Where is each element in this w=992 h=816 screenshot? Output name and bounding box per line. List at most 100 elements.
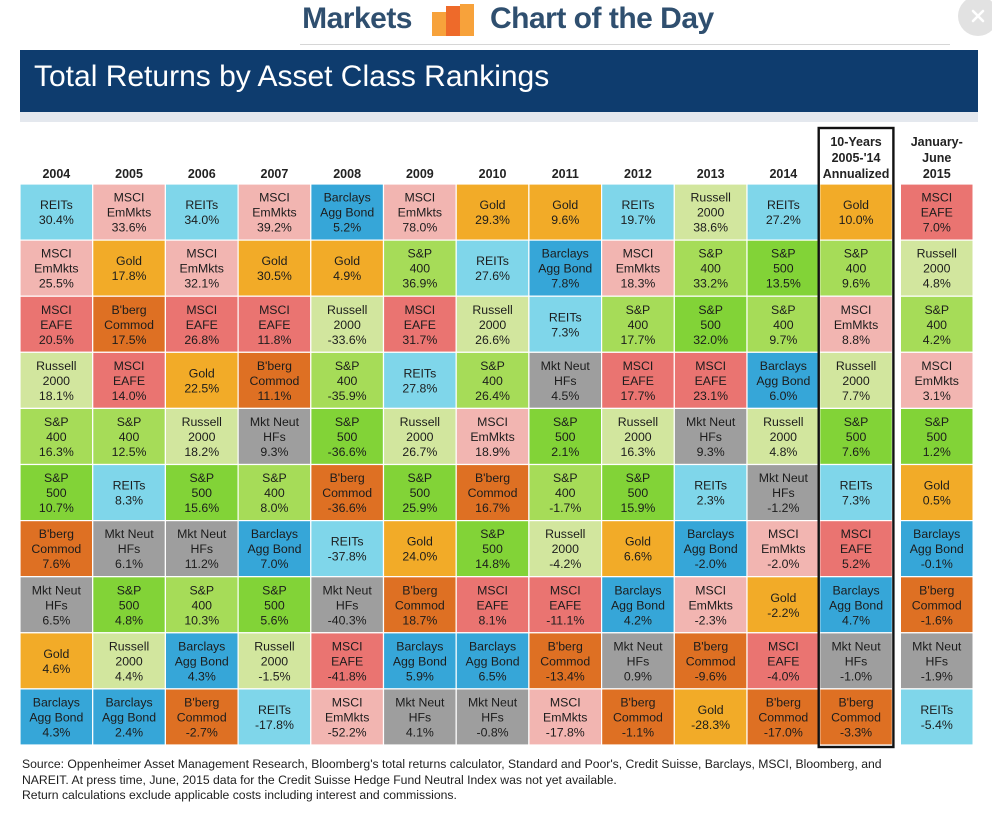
cell-value: 27.6%: [475, 269, 510, 283]
cell-asset-label: HFs: [409, 710, 432, 724]
cell-asset-label: Barclays: [614, 583, 661, 597]
cell-bg-mkt-neut-hfs: [237, 407, 312, 466]
cell-asset-label: B'berg: [111, 303, 146, 317]
cell-asset-label: Gold: [924, 479, 950, 493]
cell-bg-russell-2000: [92, 632, 166, 690]
cell-bg-sp-400: [382, 239, 457, 297]
cell-asset-label: Agg Bond: [538, 262, 592, 276]
cell-value: -1.6%: [921, 613, 953, 627]
cell-bg-russell-2000: [382, 407, 457, 466]
cell-asset-label: Barclays: [178, 639, 225, 653]
cell-asset-label: 500: [46, 486, 67, 500]
cell-value: 11.1%: [257, 389, 291, 403]
cell-bg-reits: [899, 688, 974, 746]
cell-bg-sp-400: [528, 463, 603, 522]
cell-asset-label: Russell: [836, 359, 876, 373]
cell-asset-label: Mkt Neut: [104, 527, 154, 541]
cell-value: 29.3%: [475, 213, 510, 227]
cell-asset-label: HFs: [554, 374, 577, 388]
cell-asset-label: MSCI: [259, 303, 290, 317]
cell-asset-label: MSCI: [41, 303, 72, 317]
cell-asset-label: 2000: [479, 318, 507, 332]
cell-asset-label: EAFE: [40, 318, 72, 332]
column-header-2012: 2012: [624, 167, 652, 181]
cell-bg-russell-2000: [237, 632, 312, 690]
cell-bg-msci-emmkts: [600, 239, 675, 297]
cell-bg-bberg-commod: [600, 688, 675, 746]
cell-value: 33.2%: [693, 277, 728, 291]
cell-asset-label: 500: [119, 598, 140, 612]
cell-asset-label: Russell: [472, 303, 512, 317]
cell-asset-label: EmMkts: [543, 710, 587, 724]
cell-value: 14.8%: [475, 557, 510, 571]
cell-bg-russell-2000: [310, 295, 385, 353]
cell-asset-label: 2000: [261, 654, 289, 668]
cell-bg-sp-500: [899, 407, 974, 466]
cell-asset-label: EmMkts: [398, 206, 442, 220]
cell-asset-label: EmMkts: [470, 430, 514, 444]
cell-value: 6.5%: [42, 613, 70, 627]
close-button[interactable]: [958, 0, 992, 36]
cell-asset-label: Barclays: [832, 583, 879, 597]
cell-asset-label: REITs: [694, 479, 727, 493]
cell-value: 9.6%: [842, 277, 870, 291]
column-header-2005: 2005: [115, 167, 143, 181]
cell-asset-label: MSCI: [186, 247, 217, 261]
cell-asset-label: Russell: [618, 415, 658, 429]
cell-value: -37.8%: [328, 550, 367, 564]
cell-asset-label: EAFE: [258, 318, 290, 332]
cell-value: 7.3%: [842, 494, 870, 508]
cell-asset-label: Commod: [686, 654, 736, 668]
cell-value: 18.1%: [39, 389, 74, 403]
cell-value: 30.4%: [39, 213, 74, 227]
cell-value: -17.0%: [764, 725, 803, 739]
cell-bg-mkt-neut-hfs: [600, 632, 675, 690]
cell-value: 33.6%: [112, 221, 147, 235]
cell-value: 17.7%: [621, 389, 656, 403]
cell-asset-label: B'berg: [475, 471, 510, 485]
cell-bg-msci-emmkts: [455, 407, 530, 466]
cell-bg-reits: [164, 183, 239, 241]
cell-value: -36.6%: [328, 445, 367, 459]
cell-asset-label: Mkt Neut: [759, 471, 809, 485]
cell-bg-gold: [746, 576, 821, 634]
source-line-1: Source: Oppenheimer Asset Management Res…: [22, 757, 882, 771]
cell-value: 4.3%: [188, 669, 216, 683]
cell-bg-sp-500: [237, 576, 312, 634]
cell-asset-label: Mkt Neut: [613, 639, 663, 653]
cell-asset-label: Russell: [36, 359, 76, 373]
cell-value: -40.3%: [328, 613, 367, 627]
cell-asset-label: 400: [482, 374, 503, 388]
cell-bg-msci-eafe: [600, 351, 675, 410]
cell-asset-label: EmMkts: [325, 710, 369, 724]
cell-value: 7.0%: [923, 221, 951, 235]
cell-asset-label: B'berg: [919, 583, 954, 597]
cell-asset-label: Barclays: [687, 527, 734, 541]
cell-bg-bberg-commod: [92, 295, 166, 353]
cell-bg-msci-emmkts: [819, 295, 894, 353]
cell-value: 8.3%: [115, 494, 143, 508]
cell-asset-label: Russell: [254, 639, 294, 653]
banner-stripe: [20, 112, 978, 122]
cell-value: 7.8%: [551, 277, 579, 291]
cell-value: 38.6%: [693, 221, 728, 235]
cell-bg-barclays-agg-bond: [455, 632, 530, 690]
cell-asset-label: EmMkts: [915, 374, 959, 388]
cell-asset-label: EmMkts: [761, 542, 805, 556]
